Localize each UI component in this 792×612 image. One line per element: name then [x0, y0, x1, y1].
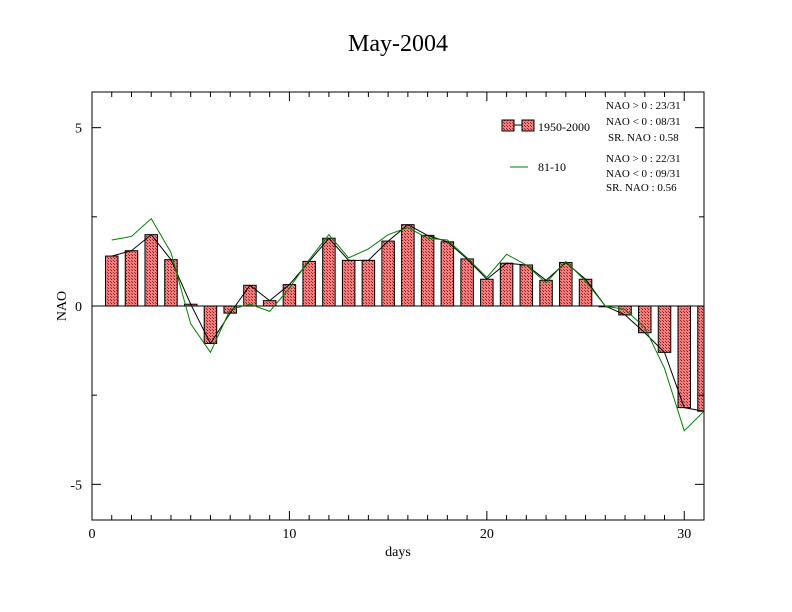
bar-1950-2000-day-22 [519, 264, 534, 307]
bar-1950-2000-day-15 [381, 240, 395, 307]
x-tick-label-30: 30 [677, 527, 691, 542]
bar-1950-2000-day-1 [104, 255, 119, 307]
stat-8110-sr-nao: SR. NAO : 0.56 [606, 182, 677, 194]
bar-1950-2000-day-21 [499, 262, 514, 307]
y-tick-label-0: 0 [75, 300, 82, 315]
stat-1950-nao-positive: NAO > 0 : 23/31 [606, 100, 681, 112]
legend-label-1950-2000: 1950-2000 [538, 120, 590, 134]
x-tick-label-10: 10 [282, 527, 296, 542]
bar-1950-2000-day-16 [401, 224, 415, 307]
bar-1950-2000-day-6 [203, 305, 218, 344]
bar-1950-2000-day-24 [559, 261, 573, 307]
y-tick-label-5: 5 [75, 122, 82, 137]
bar-1950-2000-day-18 [440, 241, 455, 307]
stat-1950-nao-negative: NAO < 0 : 08/31 [606, 116, 681, 128]
bar-1950-2000-day-13 [341, 259, 356, 307]
y-tick-label--5: -5 [70, 478, 82, 493]
x-tick-label-20: 20 [480, 527, 494, 542]
y-axis-label: NAO [55, 291, 70, 321]
x-tick-label-0: 0 [89, 527, 96, 542]
bar-1950-2000-day-20 [480, 278, 494, 307]
bar-1950-2000-day-11 [302, 260, 316, 307]
legend-label-81-10: 81-10 [538, 160, 566, 174]
bar-1950-2000-day-29 [657, 305, 672, 353]
x-axis-ticks: 0 10 20 30 [89, 92, 705, 542]
bar-1950-2000-day-12 [322, 237, 336, 307]
stat-1950-sr-nao: SR. NAO : 0.58 [608, 132, 679, 144]
bar-series-1950-2000 [104, 224, 704, 412]
legend-swatch-1950-2000 [501, 119, 515, 132]
legend: 1950-2000 81-10 NAO > 0 : 23/31 NAO < 0 … [501, 100, 681, 194]
bar-1950-2000-day-9 [262, 300, 277, 307]
stat-8110-nao-positive: NAO > 0 : 22/31 [606, 153, 681, 165]
y-axis-ticks: -5 0 5 [70, 122, 704, 493]
line-series-81-10 [111, 217, 704, 432]
bar-1950-2000-day-25 [578, 278, 593, 307]
x-axis-label: days [385, 545, 411, 560]
stat-8110-nao-negative: NAO < 0 : 09/31 [606, 168, 681, 180]
bar-1950-2000-day-23 [539, 279, 553, 307]
bar-1950-2000-day-31 [697, 305, 704, 412]
bar-1950-2000-day-2 [124, 250, 139, 307]
bar-1950-2000-day-19 [460, 258, 474, 307]
bar-1950-2000-day-3 [144, 234, 158, 307]
legend-swatch-1950-2000-b [521, 119, 535, 132]
bar-1950-2000-day-30 [677, 305, 692, 409]
chart-title: May-2004 [348, 31, 448, 57]
bar-1950-2000-day-14 [361, 259, 376, 307]
bar-1950-2000-day-17 [420, 234, 435, 307]
